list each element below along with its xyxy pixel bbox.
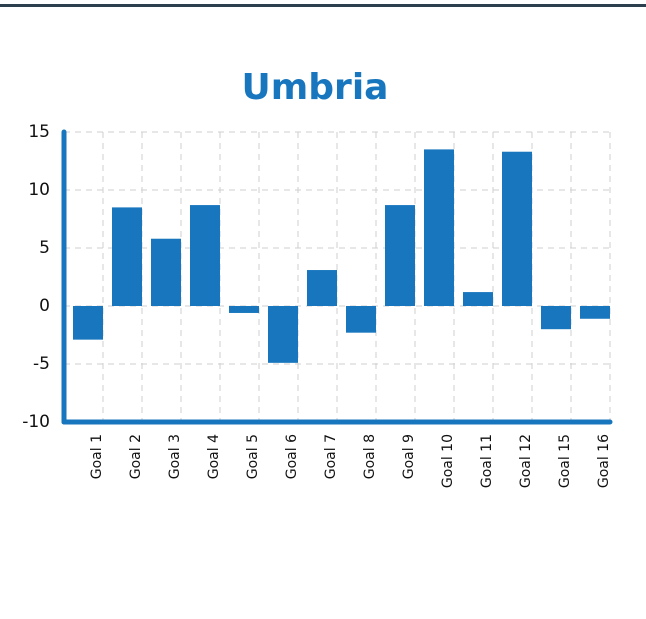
x-tick-label: Goal 1: [89, 434, 105, 479]
bar: [151, 238, 181, 306]
y-tick-label: 5: [39, 238, 50, 258]
x-tick-label: Goal 4: [206, 434, 222, 479]
bar: [112, 207, 142, 306]
bar: [502, 151, 532, 306]
x-tick-label: Goal 11: [479, 434, 495, 488]
bar: [229, 306, 259, 313]
x-tick-label: Goal 12: [518, 434, 534, 488]
y-tick-label: -5: [33, 354, 50, 374]
bar: [73, 306, 103, 340]
bar: [307, 270, 337, 306]
bar: [268, 306, 298, 363]
y-tick-label: 15: [28, 122, 50, 142]
chart-title: Umbria: [242, 67, 389, 108]
bar: [541, 306, 571, 330]
x-tick-label: Goal 7: [323, 434, 339, 479]
bar: [346, 306, 376, 333]
bar: [190, 205, 220, 306]
top-rule: [0, 4, 646, 7]
x-tick-label: Goal 2: [128, 434, 144, 479]
x-tick-label: Goal 10: [440, 434, 456, 488]
x-tick-label: Goal 8: [362, 434, 378, 479]
x-tick-label: Goal 5: [245, 434, 261, 479]
y-tick-label: 0: [39, 296, 50, 316]
x-tick-label: Goal 16: [596, 434, 612, 488]
x-tick-label: Goal 6: [284, 434, 300, 479]
y-tick-label: -10: [22, 412, 50, 432]
bar: [424, 149, 454, 306]
bar: [385, 205, 415, 306]
x-tick-label: Goal 9: [401, 434, 417, 479]
bar: [580, 306, 610, 319]
y-tick-label: 10: [28, 180, 50, 200]
x-tick-label: Goal 3: [167, 434, 183, 479]
x-tick-label: Goal 15: [557, 434, 573, 488]
bar: [463, 292, 493, 306]
